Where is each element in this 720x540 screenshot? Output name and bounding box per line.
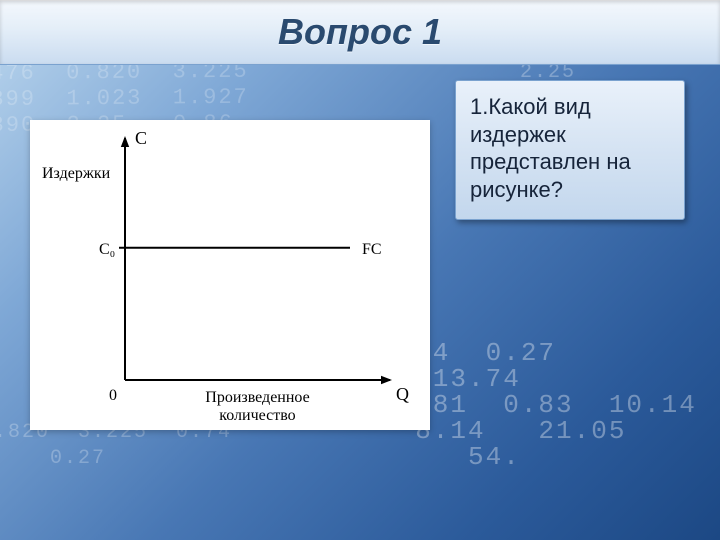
svg-text:C₀: C₀ [99, 241, 115, 258]
title-bar: Вопрос 1 [0, 0, 720, 65]
question-box: 1.Какой вид издержек представлен на рису… [455, 80, 685, 220]
question-text: 1.Какой вид издержек представлен на рису… [470, 94, 631, 202]
svg-text:Издержки: Издержки [42, 165, 111, 182]
cost-chart: C Издержки C₀ FC 0 Q Произведенноеколичество [30, 120, 430, 430]
svg-text:Произведенное: Произведенное [205, 389, 309, 406]
slide-root: 1.476 0.820 3.225 0.399 1.023 1.927 3.39… [0, 0, 720, 540]
svg-text:количество: количество [219, 407, 295, 424]
svg-text:C: C [135, 128, 147, 148]
chart-svg: C Издержки C₀ FC 0 Q Произведенноеколичество [30, 120, 430, 430]
svg-text:0: 0 [109, 387, 117, 404]
svg-text:Q: Q [396, 384, 409, 404]
svg-text:FC: FC [362, 241, 382, 258]
slide-title: Вопрос 1 [278, 11, 442, 53]
